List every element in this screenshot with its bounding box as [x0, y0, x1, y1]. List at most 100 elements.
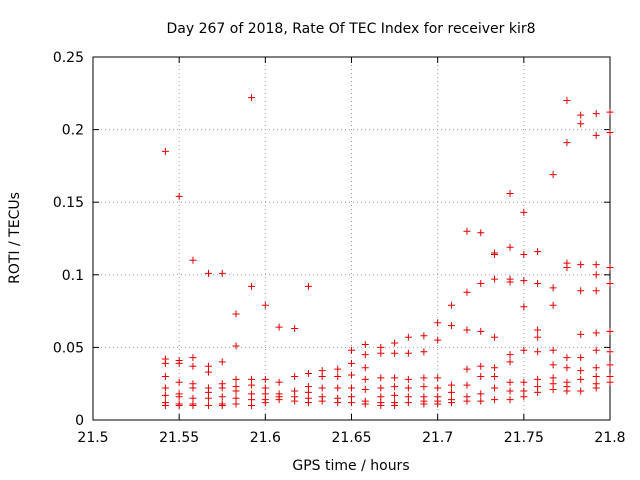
data-point	[520, 303, 528, 311]
data-point	[218, 401, 226, 409]
data-point	[161, 384, 169, 392]
data-point	[577, 367, 585, 375]
data-point	[463, 365, 471, 373]
data-point	[334, 365, 342, 373]
x-tick-label: 21.7	[422, 430, 453, 446]
data-point	[204, 394, 212, 402]
data-point	[534, 333, 542, 341]
data-point	[348, 359, 355, 367]
data-point	[261, 399, 269, 407]
y-tick-label: 0.15	[53, 195, 84, 211]
data-point	[189, 401, 197, 409]
data-point	[391, 383, 399, 391]
data-point	[175, 401, 183, 409]
data-point	[534, 280, 542, 288]
data-point	[175, 192, 183, 200]
data-point	[534, 388, 542, 396]
data-point	[534, 248, 542, 256]
data-point	[248, 282, 256, 290]
y-tick-label: 0	[75, 413, 84, 429]
data-point	[377, 349, 385, 357]
data-point	[161, 372, 169, 380]
data-point	[361, 375, 369, 383]
data-point	[404, 349, 412, 357]
data-point	[534, 375, 542, 383]
data-point	[506, 278, 514, 286]
data-point	[447, 322, 455, 330]
data-point	[477, 362, 485, 370]
data-point	[275, 396, 283, 404]
data-point	[404, 375, 412, 383]
y-tick-label: 0.2	[62, 123, 84, 139]
data-point	[161, 147, 169, 155]
data-point	[361, 351, 369, 359]
data-point	[248, 94, 256, 102]
data-point	[606, 280, 614, 288]
data-point	[491, 396, 499, 404]
data-point	[391, 339, 399, 347]
data-point	[175, 359, 183, 367]
data-point	[348, 399, 355, 407]
data-point	[491, 333, 499, 341]
data-point	[563, 139, 571, 147]
data-point	[361, 400, 369, 408]
data-point	[377, 401, 385, 409]
x-tick-label: 21.5	[77, 430, 108, 446]
data-point	[563, 97, 571, 105]
data-point	[506, 189, 514, 197]
x-tick-label: 21.65	[331, 430, 371, 446]
data-point	[606, 108, 614, 116]
x-tick-label: 21.8	[594, 430, 625, 446]
data-point	[377, 374, 385, 382]
data-point	[577, 387, 585, 395]
data-point	[304, 399, 312, 407]
data-point	[377, 384, 385, 392]
data-points	[161, 94, 614, 409]
data-point	[520, 250, 528, 258]
data-point	[391, 391, 399, 399]
y-tick-label: 0.25	[53, 50, 84, 66]
data-point	[348, 346, 355, 354]
x-axis-label: GPS time / hours	[292, 458, 409, 474]
data-point	[318, 372, 326, 380]
data-point	[592, 329, 600, 337]
data-point	[404, 399, 412, 407]
data-point	[592, 261, 600, 269]
data-point	[506, 243, 514, 251]
data-point	[361, 364, 369, 372]
data-point	[549, 361, 557, 369]
data-point	[592, 372, 600, 380]
y-tick-label: 0.05	[53, 340, 84, 356]
data-point	[218, 269, 226, 277]
data-point	[491, 250, 499, 258]
data-point	[606, 361, 614, 369]
data-point	[563, 364, 571, 372]
data-point	[420, 332, 428, 340]
data-point	[477, 372, 485, 380]
data-point	[391, 374, 399, 382]
data-point	[606, 327, 614, 335]
data-point	[420, 400, 428, 408]
data-point	[577, 330, 585, 338]
data-point	[447, 381, 455, 389]
data-point	[275, 323, 283, 331]
data-point	[434, 319, 442, 327]
x-tick-label: 21.55	[159, 430, 199, 446]
data-point	[577, 287, 585, 295]
data-point	[189, 362, 197, 370]
data-point	[434, 374, 442, 382]
data-point	[592, 384, 600, 392]
data-point	[592, 287, 600, 295]
data-point	[592, 364, 600, 372]
data-point	[232, 310, 240, 318]
data-point	[534, 326, 542, 334]
data-point	[291, 325, 299, 333]
chart-title: Day 267 of 2018, Rate Of TEC Index for r…	[166, 21, 535, 37]
data-point	[592, 110, 600, 118]
data-point	[491, 364, 499, 372]
data-point	[549, 301, 557, 309]
data-point	[563, 387, 571, 395]
data-point	[232, 342, 240, 350]
data-point	[318, 397, 326, 405]
